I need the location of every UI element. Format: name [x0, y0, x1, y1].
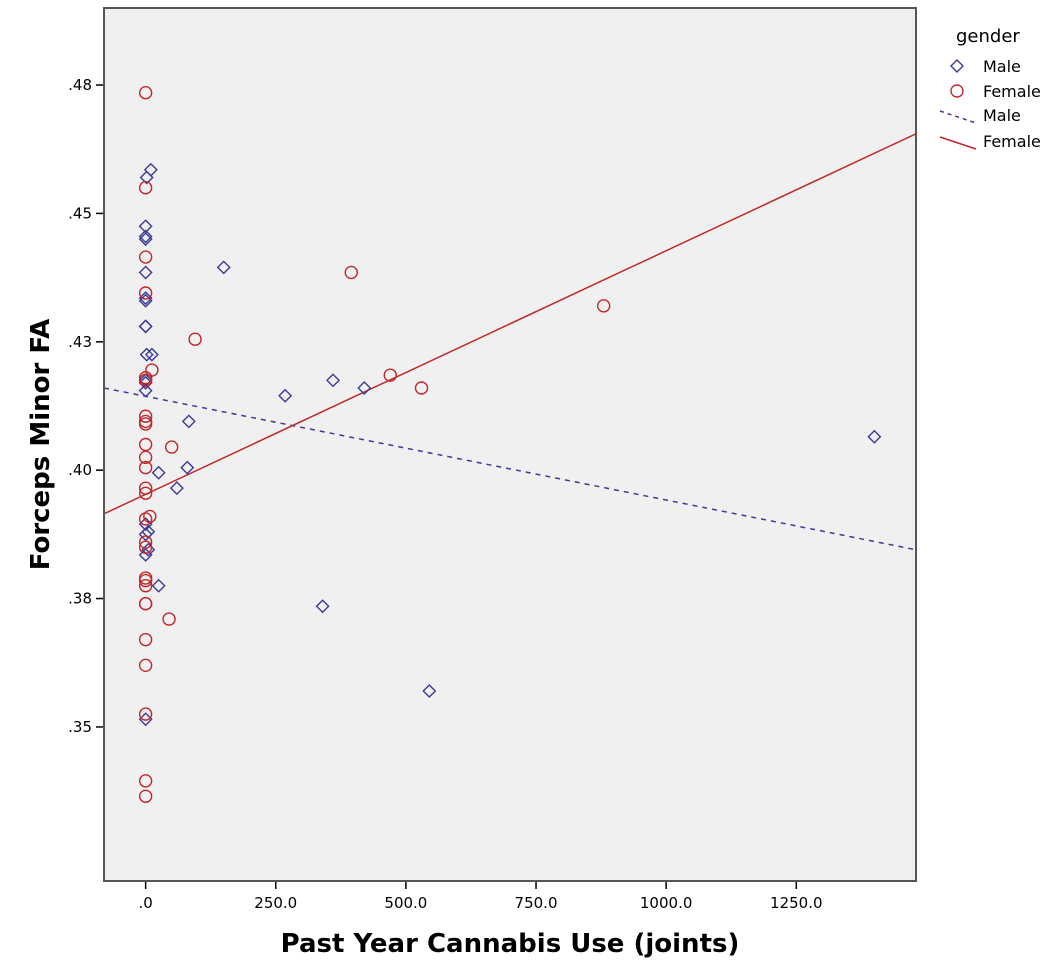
- legend-label: Male: [983, 106, 1021, 125]
- data-point-male: [422, 684, 437, 698]
- data-point-female: [138, 373, 153, 388]
- x-tick-label: .0: [138, 894, 152, 912]
- data-point-male: [138, 319, 153, 334]
- data-point-male: [138, 375, 153, 390]
- x-axis-title: Past Year Cannabis Use (joints): [281, 929, 740, 959]
- data-point-male: [138, 527, 153, 542]
- data-point-male: [180, 460, 195, 475]
- y-tick-label: .38: [68, 590, 92, 608]
- data-point-female: [138, 774, 153, 788]
- data-point-female: [138, 535, 153, 549]
- fit-lines: [104, 133, 916, 551]
- x-tick-label: 250.0: [254, 894, 297, 912]
- x-axis: .0 250.0 500.0 750.0 1000.0 1250.0: [138, 881, 823, 912]
- plot-content: [104, 86, 916, 803]
- data-point-male: [138, 232, 153, 247]
- data-point-female: [138, 579, 153, 593]
- data-point-male: [138, 293, 153, 308]
- data-point-female: [138, 481, 153, 495]
- data-point-female: [138, 437, 153, 452]
- data-point-female: [138, 460, 153, 475]
- data-point-male: [216, 260, 231, 275]
- data-point-female: [162, 612, 176, 626]
- x-tick-label: 1000.0: [640, 894, 693, 912]
- y-tick-label: .43: [68, 333, 92, 351]
- data-point-male: [138, 547, 153, 562]
- data-point-female: [138, 450, 153, 465]
- data-point-female: [138, 789, 153, 803]
- data-point-male: [278, 388, 293, 403]
- legend-label: Female: [983, 82, 1041, 101]
- data-point-male: [181, 414, 196, 429]
- y-tick-label: .40: [68, 461, 92, 479]
- data-point-male: [138, 383, 153, 398]
- y-tick-label: .45: [68, 204, 92, 222]
- data-point-female: [344, 265, 358, 280]
- fit-line-male: [104, 387, 916, 551]
- legend-label: Male: [983, 57, 1021, 76]
- y-tick-label: .35: [68, 718, 92, 736]
- data-point-male: [169, 481, 184, 496]
- data-point-female: [138, 250, 153, 264]
- plot-area: [104, 8, 916, 881]
- y-tick-label: .48: [68, 76, 92, 94]
- x-tick-label: 500.0: [384, 894, 427, 912]
- data-points: [138, 86, 882, 803]
- data-point-female: [138, 512, 153, 526]
- data-point-female: [138, 632, 153, 647]
- legend-label: Female: [983, 132, 1041, 151]
- data-point-female: [138, 486, 153, 500]
- data-point-male: [144, 347, 159, 362]
- data-point-male: [139, 347, 154, 362]
- data-point-female: [138, 707, 153, 721]
- data-point-female: [164, 440, 179, 454]
- data-point-female: [383, 368, 397, 382]
- data-point-female: [138, 540, 153, 554]
- data-point-female: [138, 409, 153, 423]
- data-point-male: [138, 229, 153, 244]
- data-point-male: [138, 291, 153, 306]
- data-point-male: [151, 578, 166, 593]
- data-point-female: [138, 286, 153, 300]
- diamond-icon: [950, 59, 964, 73]
- data-point-female: [138, 658, 153, 673]
- y-axis-title: Forceps Minor FA: [26, 319, 56, 571]
- data-point-male: [326, 373, 341, 388]
- x-tick-label: 750.0: [515, 894, 558, 912]
- legend: gender Male Female Male Female: [939, 26, 1041, 151]
- data-point-male: [138, 712, 153, 727]
- dashed-line-icon: [939, 110, 977, 124]
- data-point-female: [414, 381, 429, 395]
- solid-line-icon: [939, 136, 977, 150]
- data-point-male: [138, 265, 153, 280]
- data-point-female: [138, 181, 153, 195]
- legend-title: gender: [956, 26, 1020, 47]
- data-point-male: [151, 465, 166, 480]
- plot-frame: [103, 7, 917, 882]
- data-point-male: [315, 599, 330, 614]
- data-point-female: [138, 417, 153, 431]
- data-point-female: [138, 596, 153, 611]
- fit-line-female: [104, 133, 916, 515]
- data-point-female: [138, 86, 153, 100]
- data-point-female: [138, 573, 153, 588]
- data-point-female: [188, 332, 202, 346]
- data-point-male: [867, 429, 882, 444]
- data-point-male: [357, 381, 372, 396]
- y-axis: .35 .38 .40 .43 .45 .48: [68, 76, 104, 736]
- data-point-male: [139, 170, 154, 185]
- circle-icon: [950, 84, 964, 98]
- x-tick-label: 1250.0: [770, 894, 823, 912]
- data-point-female: [596, 299, 611, 313]
